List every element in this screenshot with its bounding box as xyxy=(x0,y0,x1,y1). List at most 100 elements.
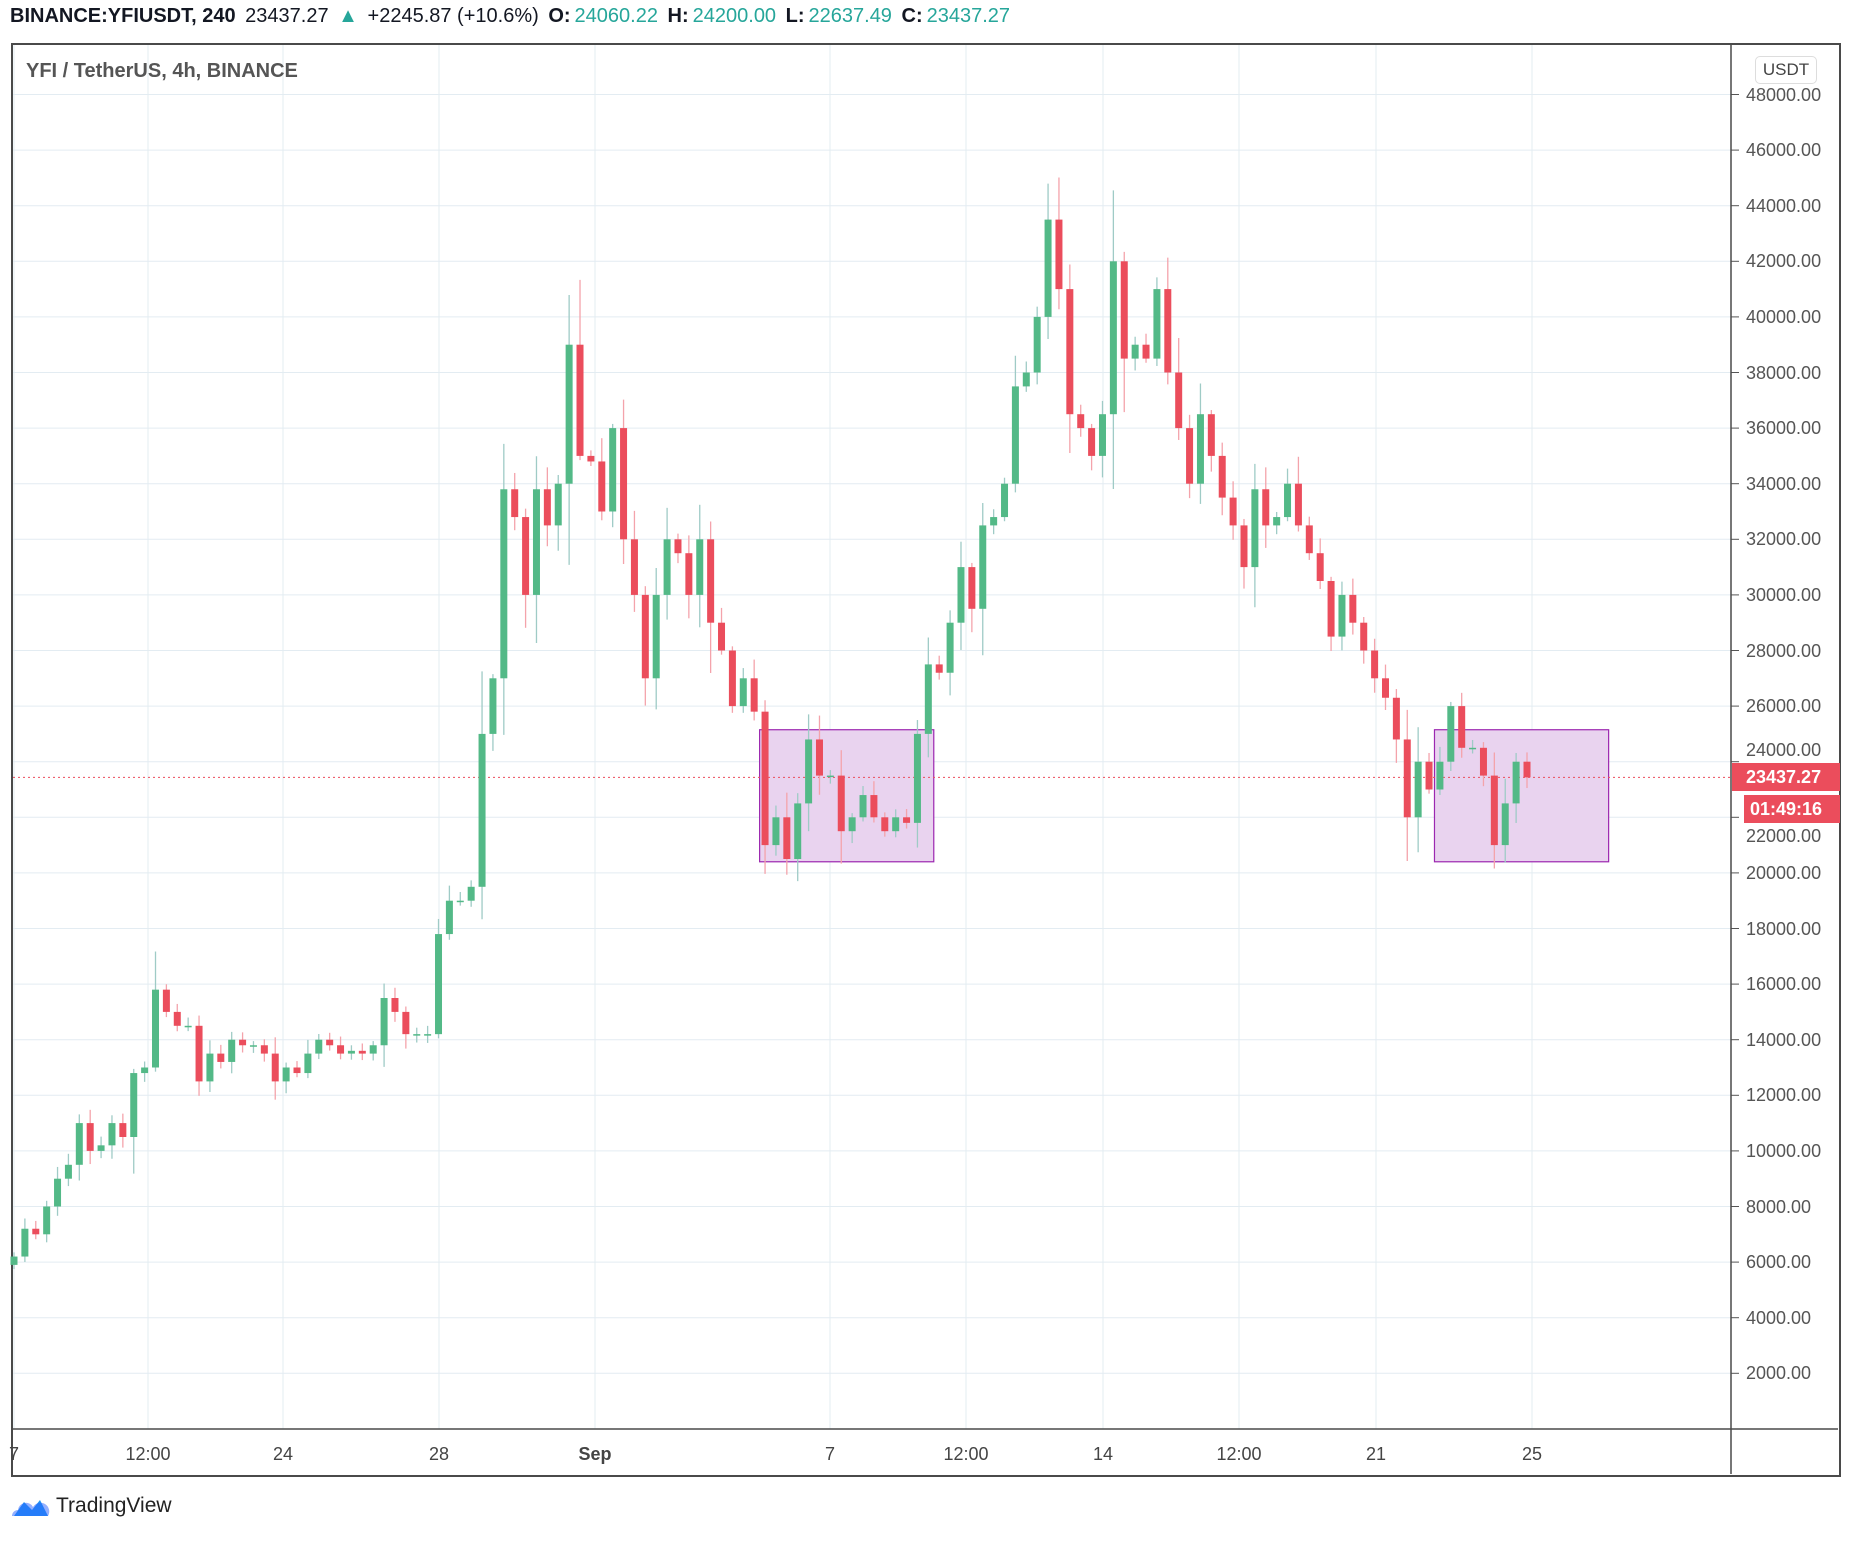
price-tick-label: 22000.00 xyxy=(1746,826,1822,846)
last-price-badge: 23437.27 xyxy=(1732,763,1840,791)
candle-body xyxy=(935,664,943,673)
candle-body xyxy=(467,886,475,901)
candle-body xyxy=(870,795,878,818)
candle-body xyxy=(108,1123,116,1146)
price-tick-label: 24000.00 xyxy=(1746,740,1822,760)
candle-body xyxy=(1523,761,1531,778)
candle-body xyxy=(391,998,399,1012)
candle-body xyxy=(162,989,170,1012)
candle-body xyxy=(1469,747,1477,750)
candle-body xyxy=(184,1025,192,1028)
candle-body xyxy=(271,1053,279,1082)
candle-body xyxy=(761,711,769,846)
candle-body xyxy=(1142,344,1150,359)
candle-body xyxy=(685,553,693,595)
close-value: 23437.27 xyxy=(926,5,1011,27)
candle-body xyxy=(1120,261,1128,359)
candle-body xyxy=(837,775,845,832)
candle-body xyxy=(369,1045,377,1054)
candle-body xyxy=(565,344,573,484)
candle-body xyxy=(892,817,900,832)
candle-body xyxy=(304,1053,312,1074)
candle-body xyxy=(75,1123,83,1165)
candle-body xyxy=(772,817,780,846)
candle-body xyxy=(1066,289,1074,415)
price-tick-label: 28000.00 xyxy=(1746,640,1822,661)
candle-body xyxy=(1196,414,1204,484)
price-tick-label: 30000.00 xyxy=(1746,584,1822,605)
candle-body xyxy=(1425,761,1433,790)
high-value: 24200.00 xyxy=(692,5,777,27)
candle-body xyxy=(1294,483,1302,526)
close-label: C: xyxy=(901,5,923,27)
candle-body xyxy=(32,1228,40,1235)
time-tick-label: 12:00 xyxy=(1216,1444,1262,1464)
candle-body xyxy=(206,1053,214,1082)
candle-body xyxy=(1175,372,1183,429)
candle-body xyxy=(1001,483,1009,518)
price-tick-label: 20000.00 xyxy=(1746,862,1822,883)
candle-body xyxy=(696,539,704,595)
open-value: 24060.22 xyxy=(574,5,658,27)
candle-body xyxy=(1403,739,1411,818)
candle-body xyxy=(54,1178,62,1207)
chart-frame xyxy=(11,43,1841,1477)
candle-body xyxy=(913,733,921,823)
candle-body xyxy=(337,1045,345,1054)
candle-body xyxy=(21,1228,29,1257)
price-tick-label: 4000.00 xyxy=(1746,1307,1812,1328)
countdown-badge: 01:49:16 xyxy=(1744,795,1840,823)
time-tick-label: 14 xyxy=(1092,1444,1114,1464)
candle-body xyxy=(652,594,660,679)
candle-body xyxy=(1044,219,1052,317)
candle-body xyxy=(1262,489,1270,526)
candle-body xyxy=(1218,455,1226,498)
last-price: 23437.27 xyxy=(245,5,329,27)
candle-body xyxy=(1327,581,1335,637)
currency-button[interactable]: USDT xyxy=(1755,56,1817,84)
price-tick-label: 48000.00 xyxy=(1746,84,1822,105)
candle-body xyxy=(358,1050,366,1054)
cloud-logo-icon xyxy=(12,1500,50,1516)
time-tick-label: 25 xyxy=(1521,1444,1543,1464)
candle-body xyxy=(1033,316,1041,373)
candle-body xyxy=(141,1067,149,1074)
candle-body xyxy=(119,1123,127,1137)
price-tick-label: 12000.00 xyxy=(1746,1085,1822,1106)
candle-body xyxy=(293,1067,301,1074)
candle-body xyxy=(848,817,856,832)
price-tick-label: 44000.00 xyxy=(1746,195,1822,216)
open-label: O: xyxy=(548,5,571,27)
candle-body xyxy=(1392,697,1400,740)
symbol-header: BINANCE:YFIUSDT, 240 23437.27 ▲ +2245.87… xyxy=(10,5,1014,28)
candle-body xyxy=(380,998,388,1046)
candle-body xyxy=(1371,650,1379,679)
candle-body xyxy=(968,567,976,609)
candle-body xyxy=(598,461,606,512)
candle-body xyxy=(478,733,486,887)
candle-body xyxy=(903,817,911,823)
chart-legend: YFI / TetherUS, 4h, BINANCE xyxy=(26,60,298,82)
candle-body xyxy=(1153,289,1161,359)
candle-body xyxy=(511,489,519,518)
candle-body xyxy=(456,900,464,903)
candle-body xyxy=(1501,803,1509,846)
candle-body xyxy=(260,1045,268,1054)
candle-body xyxy=(924,664,932,734)
candle-body xyxy=(445,900,453,935)
candle-body xyxy=(1077,414,1085,429)
time-tick-label: 7 xyxy=(8,1444,20,1464)
candle-body xyxy=(228,1039,236,1062)
candle-body xyxy=(1207,414,1215,456)
candle-body xyxy=(64,1164,72,1179)
candle-body xyxy=(315,1039,323,1054)
candle-body xyxy=(435,934,443,1035)
candle-body xyxy=(576,344,584,456)
price-tick-label: 34000.00 xyxy=(1746,473,1822,494)
time-tick-label: 24 xyxy=(272,1444,294,1464)
price-tick-label: 38000.00 xyxy=(1746,362,1822,383)
tradingview-logo[interactable]: TradingView xyxy=(10,1494,172,1518)
price-tick-label: 40000.00 xyxy=(1746,306,1822,327)
candle-body xyxy=(130,1073,138,1137)
